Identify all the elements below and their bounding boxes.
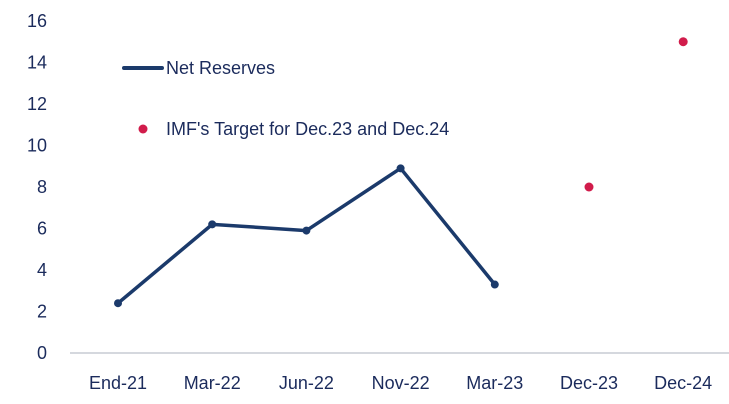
series-layer [114, 37, 688, 308]
legend: Net Reserves IMF's Target for Dec.23 and … [122, 58, 449, 139]
x-axis-ticks: End-21 Mar-22 Jun-22 Nov-22 Mar-23 Dec-23 Dec-… [89, 373, 712, 393]
net-reserves-point [114, 299, 122, 308]
y-tick-label: 0 [37, 343, 47, 363]
y-tick-label: 16 [27, 11, 47, 31]
x-tick-label: Dec-24 [654, 373, 712, 393]
net-reserves-point [208, 220, 217, 229]
x-tick-label: Mar-22 [184, 373, 241, 393]
net-reserves-point [302, 226, 311, 235]
net-reserves-point [490, 280, 499, 289]
x-tick-label: Jun-22 [279, 373, 334, 393]
imf-target-point [584, 182, 594, 192]
y-axis-ticks: 0 2 4 6 8 10 12 14 16 [27, 11, 47, 363]
imf-target-point [678, 37, 688, 47]
y-tick-label: 4 [37, 260, 47, 280]
y-tick-label: 10 [27, 136, 47, 156]
net-reserves-point [396, 164, 405, 173]
legend-label-imf-target: IMF's Target for Dec.23 and Dec.24 [166, 119, 449, 139]
legend-label-net-reserves: Net Reserves [166, 58, 275, 78]
y-tick-label: 6 [37, 219, 47, 239]
x-tick-label: Nov-22 [372, 373, 430, 393]
legend-dot-swatch [138, 124, 148, 134]
y-tick-label: 12 [27, 94, 47, 114]
y-tick-label: 14 [27, 53, 47, 73]
net-reserves-line [116, 166, 497, 305]
y-tick-label: 2 [37, 302, 47, 322]
x-tick-label: Dec-23 [560, 373, 618, 393]
x-tick-label: Mar-23 [466, 373, 523, 393]
x-tick-label: End-21 [89, 373, 147, 393]
y-tick-label: 8 [37, 177, 47, 197]
